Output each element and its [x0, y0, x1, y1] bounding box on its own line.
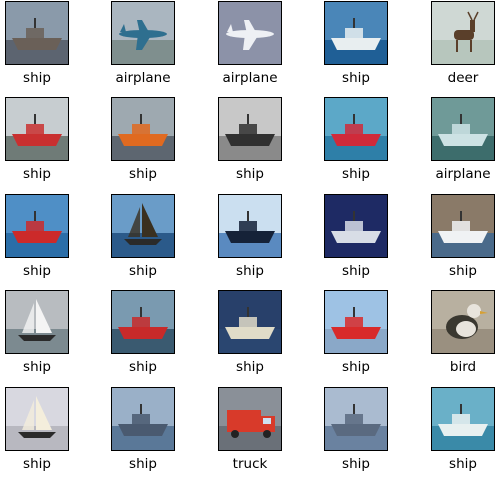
image-label: ship	[236, 263, 264, 279]
grid-cell: ship	[324, 387, 388, 473]
grid-cell: ship	[324, 1, 388, 87]
image-label: ship	[449, 456, 477, 472]
image-label: ship	[342, 456, 370, 472]
ship-thumbnail	[5, 194, 69, 258]
ship-thumbnail	[218, 194, 282, 258]
grid-cell: airplane	[111, 1, 175, 87]
ship-thumbnail	[111, 290, 175, 354]
airplane-thumbnail	[431, 97, 495, 161]
image-label: ship	[342, 359, 370, 375]
grid-cell: ship	[218, 194, 282, 280]
image-label: ship	[129, 166, 157, 182]
ship-thumbnail	[5, 1, 69, 65]
grid-cell: ship	[111, 290, 175, 376]
image-label: ship	[23, 70, 51, 86]
image-label: airplane	[222, 70, 278, 86]
grid-cell: ship	[324, 194, 388, 280]
bird-thumbnail	[431, 290, 495, 354]
deer-thumbnail	[431, 1, 495, 65]
grid-cell: airplane	[218, 1, 282, 87]
grid-cell: airplane	[431, 97, 495, 183]
grid-cell: ship	[5, 194, 69, 280]
image-label: airplane	[435, 166, 491, 182]
ship-thumbnail	[431, 194, 495, 258]
image-label: ship	[129, 359, 157, 375]
image-label: ship	[23, 456, 51, 472]
grid-cell: ship	[111, 194, 175, 280]
airplane-thumbnail	[218, 1, 282, 65]
ship-thumbnail	[324, 194, 388, 258]
airplane-thumbnail	[111, 1, 175, 65]
ship-thumbnail	[218, 290, 282, 354]
truck-thumbnail	[218, 387, 282, 451]
image-label: deer	[447, 70, 479, 86]
image-label: ship	[342, 263, 370, 279]
grid-cell: ship	[431, 194, 495, 280]
grid-cell: ship	[5, 97, 69, 183]
grid-cell: ship	[111, 97, 175, 183]
grid-cell: ship	[218, 290, 282, 376]
ship-thumbnail	[5, 387, 69, 451]
image-label: ship	[23, 166, 51, 182]
image-label: ship	[236, 166, 264, 182]
ship-thumbnail	[218, 97, 282, 161]
image-label: ship	[23, 263, 51, 279]
ship-thumbnail	[111, 97, 175, 161]
image-label: truck	[232, 456, 268, 472]
grid-cell: bird	[431, 290, 495, 376]
ship-thumbnail	[324, 387, 388, 451]
ship-thumbnail	[5, 290, 69, 354]
grid-cell: ship	[218, 97, 282, 183]
image-label: ship	[129, 263, 157, 279]
ship-thumbnail	[324, 290, 388, 354]
grid-cell: ship	[324, 97, 388, 183]
grid-cell: ship	[431, 387, 495, 473]
grid-cell: ship	[324, 290, 388, 376]
grid-cell: deer	[431, 1, 495, 87]
ship-thumbnail	[5, 97, 69, 161]
grid-cell: truck	[218, 387, 282, 473]
ship-thumbnail	[324, 97, 388, 161]
image-label: ship	[342, 70, 370, 86]
image-label: ship	[449, 263, 477, 279]
grid-cell: ship	[111, 387, 175, 473]
ship-thumbnail	[111, 194, 175, 258]
image-label: bird	[449, 359, 477, 375]
grid-cell: ship	[5, 290, 69, 376]
image-label: ship	[342, 166, 370, 182]
ship-thumbnail	[431, 387, 495, 451]
grid-cell: ship	[5, 387, 69, 473]
ship-thumbnail	[324, 1, 388, 65]
image-label: airplane	[115, 70, 171, 86]
image-label: ship	[23, 359, 51, 375]
image-label: ship	[129, 456, 157, 472]
image-label: ship	[236, 359, 264, 375]
ship-thumbnail	[111, 387, 175, 451]
grid-cell: ship	[5, 1, 69, 87]
